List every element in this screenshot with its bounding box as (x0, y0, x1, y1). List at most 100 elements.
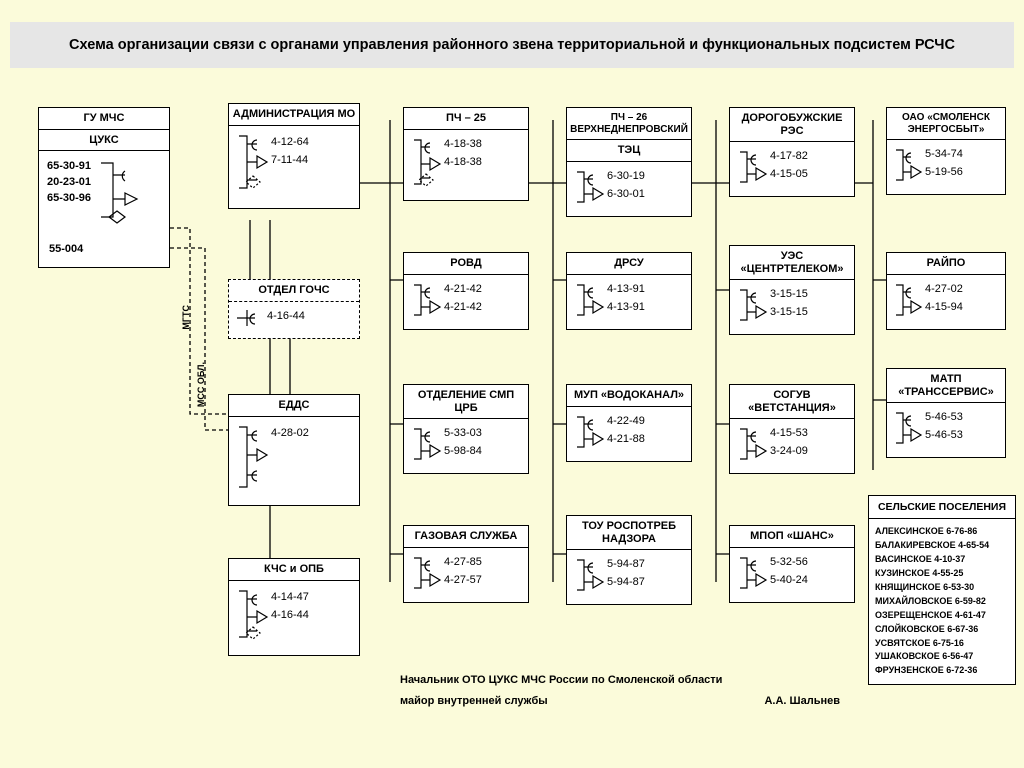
settlement-item: ВАСИНСКОЕ 4-10-37 (875, 553, 1009, 567)
phone-number: 55-004 (43, 233, 165, 261)
node-subheader: ЦУКС (39, 130, 169, 152)
node-edds: ЕДДС 4-28-02 (228, 394, 360, 506)
node-header: ГАЗОВАЯ СЛУЖБА (404, 526, 528, 548)
comm-symbol-icon (891, 407, 925, 451)
phone-number: 4-16-44 (271, 609, 309, 621)
signature-block: Начальник ОТО ЦУКС МЧС России по Смоленс… (400, 670, 840, 712)
comm-symbol-icon (408, 134, 444, 194)
comm-symbol-icon (734, 423, 770, 467)
node-header: МУП «ВОДОКАНАЛ» (567, 385, 691, 407)
phone-number: 5-33-03 (444, 427, 482, 439)
phone-number: 3-24-09 (770, 445, 808, 457)
node-smp: ОТДЕЛЕНИЕ СМП ЦРБ 5-33-03 5-98-84 (403, 384, 529, 474)
settlement-item: ОЗЕРЕЩЕНСКОЕ 4-61-47 (875, 609, 1009, 623)
node-rovd: РОВД 4-21-424-21-42 (403, 252, 529, 330)
node-header: РОВД (404, 253, 528, 275)
node-header: ДРСУ (567, 253, 691, 275)
node-gas: ГАЗОВАЯ СЛУЖБА 4-27-85 4-27-57 (403, 525, 529, 603)
node-subheader: ТЭЦ (567, 140, 691, 162)
node-gumchs: ГУ МЧС ЦУКС 65-30-91 20-23-01 65-30-96 5… (38, 107, 170, 268)
phone-number: 4-17-82 (770, 150, 808, 162)
node-admin: АДМИНИСТРАЦИЯ МО 4-12-64 7-11-44 (228, 103, 360, 209)
phone-number: 4-13-91 (607, 283, 645, 295)
node-soguv: СОГУВ «ВЕТСТАНЦИЯ» 4-15-533-24-09 (729, 384, 855, 474)
phone-number: 4-27-02 (925, 283, 963, 295)
phone-number: 5-46-53 (925, 411, 963, 423)
node-pch25: ПЧ – 25 4-18-38 4-18-38 (403, 107, 529, 201)
phone-number: 4-13-91 (607, 301, 645, 313)
node-header: ОАО «СМОЛЕНСК ЭНЕРГОСБЫТ» (887, 108, 1005, 140)
settlement-item: МИХАЙЛОВСКОЕ 6-59-82 (875, 595, 1009, 609)
phone-number: 4-18-38 (444, 156, 482, 168)
comm-symbol-icon (408, 552, 444, 596)
phone-number: 4-21-42 (444, 283, 482, 295)
node-pch26: ПЧ – 26 ВЕРХНЕДНЕПРОВСКИЙ ТЭЦ 6-30-196-3… (566, 107, 692, 217)
node-mpop: МПОП «ШАНС» 5-32-56 5-40-24 (729, 525, 855, 603)
settlement-item: УШАКОВСКОЕ 6-56-47 (875, 650, 1009, 664)
comm-symbol-icon (571, 554, 607, 598)
node-header: УЭС «ЦЕНТРТЕЛЕКОМ» (730, 246, 854, 280)
comm-symbol-icon (95, 155, 153, 233)
phone-number: 5-32-56 (770, 556, 808, 568)
comm-symbol-icon (734, 146, 770, 190)
settlement-item: КНЯЩИНСКОЕ 6-53-30 (875, 581, 1009, 595)
node-raipo: РАЙПО 4-27-02 4-15-94 (886, 252, 1006, 330)
comm-symbol-icon (734, 552, 770, 596)
node-header: ДОРОГОБУЖСКИЕ РЭС (730, 108, 854, 142)
node-drsu: ДРСУ 4-13-91 4-13-91 (566, 252, 692, 330)
phone-number: 4-18-38 (444, 138, 482, 150)
comm-symbol-icon (891, 279, 925, 323)
node-header: МАТП «ТРАНССЕРВИС» (887, 369, 1005, 403)
node-matp: МАТП «ТРАНССЕРВИС» 5-46-53 5-46-53 (886, 368, 1006, 458)
phone-number: 5-98-84 (444, 445, 482, 457)
phone-number: 4-14-47 (271, 591, 309, 603)
node-header: АДМИНИСТРАЦИЯ МО (229, 104, 359, 126)
phone-number: 4-15-94 (925, 301, 963, 313)
comm-symbol-icon (233, 306, 267, 332)
label-mgts: МГТС (181, 305, 191, 330)
comm-symbol-icon (571, 166, 607, 210)
phone-number: 6-30-19 (607, 170, 645, 182)
node-header: ГУ МЧС (39, 108, 169, 130)
phone-number: 7-11-44 (271, 154, 309, 166)
phone-number: 4-16-44 (267, 306, 305, 332)
comm-symbol-icon (734, 284, 770, 328)
node-header: ОТДЕЛЕНИЕ СМП ЦРБ (404, 385, 528, 419)
phone-number: 4-15-05 (770, 168, 808, 180)
phone-number: 4-21-88 (607, 433, 645, 445)
phone-number: 4-27-57 (444, 574, 482, 586)
node-vodokanal: МУП «ВОДОКАНАЛ» 4-22-49 4-21-88 (566, 384, 692, 462)
node-header: ТОУ РОСПОТРЕБ НАДЗОРА (567, 516, 691, 550)
comm-symbol-icon (233, 585, 271, 649)
node-header: РАЙПО (887, 253, 1005, 275)
node-energo: ОАО «СМОЛЕНСК ЭНЕРГОСБЫТ» 5-34-745-19-56 (886, 107, 1006, 195)
node-gochs: ОТДЕЛ ГОЧС 4-16-44 (228, 279, 360, 339)
settlements-list: АЛЕКСИНСКОЕ 6-76-86БАЛАКИРЕВСКОЕ 4-65-54… (869, 519, 1015, 684)
settlement-item: КУЗИНСКОЕ 4-55-25 (875, 567, 1009, 581)
node-header: ПЧ – 25 (404, 108, 528, 130)
node-rospotreb: ТОУ РОСПОТРЕБ НАДЗОРА 5-94-875-94-87 (566, 515, 692, 605)
signature-name: А.А. Шальнев (764, 691, 840, 712)
comm-symbol-icon (233, 130, 271, 202)
phone-number: 65-30-91 (47, 159, 91, 175)
phone-number: 65-30-96 (47, 191, 91, 207)
phone-number: 4-22-49 (607, 415, 645, 427)
settlement-item: АЛЕКСИНСКОЕ 6-76-86 (875, 525, 1009, 539)
phone-number: 5-40-24 (770, 574, 808, 586)
settlement-item: УСВЯТСКОЕ 6-75-16 (875, 637, 1009, 651)
phone-number: 4-15-53 (770, 427, 808, 439)
comm-symbol-icon (571, 279, 607, 323)
phone-number: 5-46-53 (925, 429, 963, 441)
phone-number: 4-28-02 (271, 421, 309, 499)
settlement-item: БАЛАКИРЕВСКОЕ 4-65-54 (875, 539, 1009, 553)
node-header: КЧС и ОПБ (229, 559, 359, 581)
comm-symbol-icon (571, 411, 607, 455)
node-header: СЕЛЬСКИЕ ПОСЕЛЕНИЯ (869, 496, 1015, 519)
comm-symbol-icon (233, 421, 271, 499)
node-kchs: КЧС и ОПБ 4-14-47 4-16-44 (228, 558, 360, 656)
node-header: МПОП «ШАНС» (730, 526, 854, 548)
phone-number: 4-27-85 (444, 556, 482, 568)
phone-number: 3-15-15 (770, 288, 808, 300)
settlement-item: СЛОЙКОВСКОЕ 6-67-36 (875, 623, 1009, 637)
node-settlements: СЕЛЬСКИЕ ПОСЕЛЕНИЯ АЛЕКСИНСКОЕ 6-76-86БА… (868, 495, 1016, 685)
